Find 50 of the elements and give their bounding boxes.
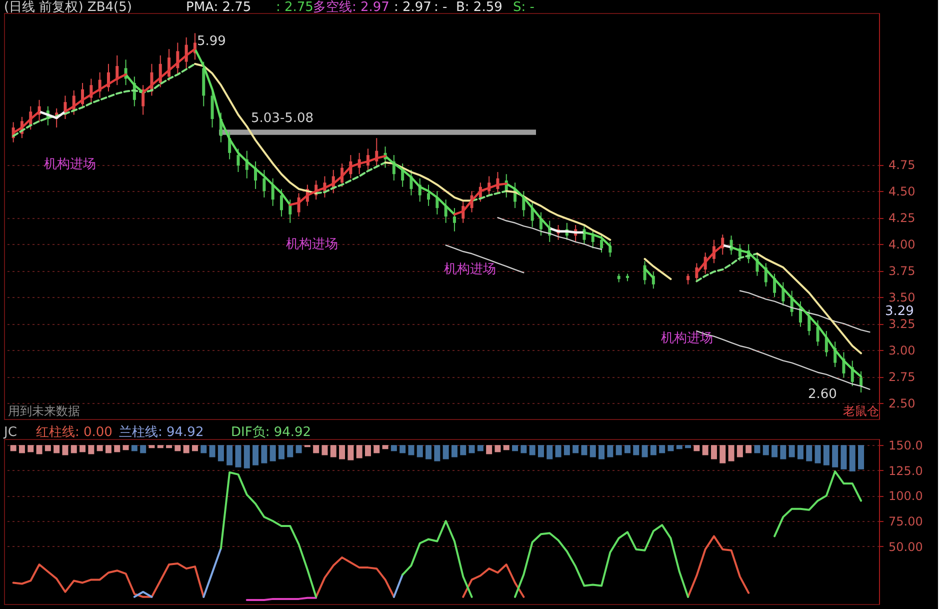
y-tick-label: 3.25 xyxy=(888,317,916,332)
candlestick xyxy=(452,208,456,232)
y-tick-label: 150.0 xyxy=(888,438,923,453)
line-series xyxy=(497,216,602,250)
chart-title: (日线 前复权) ZB4(5) xyxy=(4,0,132,15)
candlestick xyxy=(236,148,240,173)
candlestick xyxy=(860,370,863,393)
annotation: 用到未来数据 xyxy=(8,404,80,418)
y-tick-label: 4.50 xyxy=(888,184,916,199)
annotation: 红柱线: 0.00 xyxy=(36,425,112,440)
y-tick-label: 3.75 xyxy=(888,264,916,278)
candlestick xyxy=(280,188,283,218)
y-tick-label: 4.00 xyxy=(888,238,916,252)
y-tick-label: 100.0 xyxy=(888,489,923,504)
annotation: : - xyxy=(434,0,448,15)
annotation: : 2.75 xyxy=(276,0,314,15)
annotation: 多空线: 2.97 xyxy=(313,0,390,15)
y-tick-label: 3.50 xyxy=(888,290,916,305)
band-label: 5.03-5.08 xyxy=(251,111,314,126)
y-tick-label: 4.75 xyxy=(888,158,916,172)
annotation: S: - xyxy=(513,0,535,15)
candlestick xyxy=(782,282,785,306)
candlestick xyxy=(816,320,820,346)
annotation: : 2.97 xyxy=(394,0,432,15)
y-tick-label: 2.75 xyxy=(888,370,916,384)
candlestick xyxy=(686,273,690,285)
y-tick-label: 50.00 xyxy=(888,540,923,554)
line-series xyxy=(739,290,870,333)
candlestick xyxy=(262,169,266,198)
candlestick xyxy=(427,184,430,206)
annotation: B: 2.59 xyxy=(456,0,502,15)
annotation: 兰柱线: 94.92 xyxy=(119,425,204,440)
chart-title: JC xyxy=(3,425,17,440)
y-tick-label: 2.50 xyxy=(888,396,916,411)
candlestick xyxy=(600,232,604,254)
annotation: 机构进场 xyxy=(444,262,496,277)
annotation: 机构进场 xyxy=(661,331,713,346)
annotation: 机构进场 xyxy=(44,157,96,172)
annotation: 2.60 xyxy=(808,387,837,402)
y-tick-label: 3.00 xyxy=(888,344,916,358)
annotation: PMA: 2.75 xyxy=(186,0,252,15)
annotation: 5.99 xyxy=(197,34,226,49)
text: 3.29 xyxy=(885,304,914,319)
y-tick-label: 4.25 xyxy=(888,211,916,226)
annotation: DIF负: 94.92 xyxy=(231,425,312,440)
line-series xyxy=(445,244,524,274)
annotation: 机构进场 xyxy=(286,237,338,252)
annotation: 老鼠仓 xyxy=(843,404,879,418)
y-tick-label: 125.0 xyxy=(888,464,923,478)
y-tick-label: 75.00 xyxy=(888,514,923,528)
